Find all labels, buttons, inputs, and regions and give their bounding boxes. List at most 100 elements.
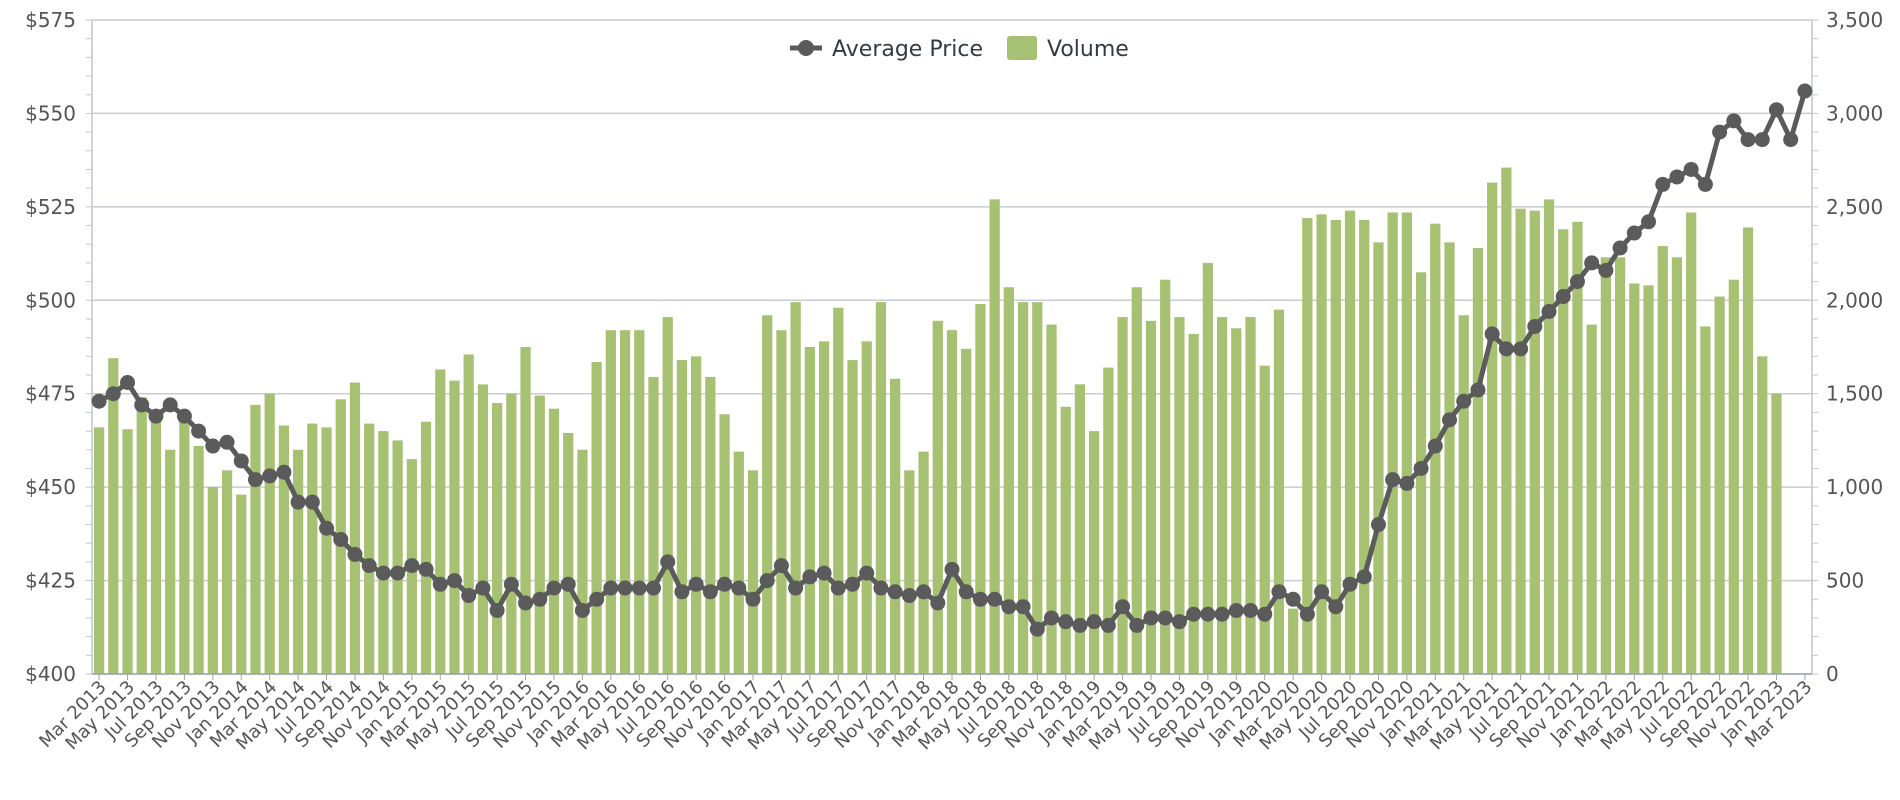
volume-bar[interactable]: [1572, 221, 1583, 674]
volume-bar[interactable]: [662, 317, 673, 674]
price-point[interactable]: [1356, 569, 1372, 585]
price-point[interactable]: [532, 591, 548, 607]
price-point[interactable]: [1498, 341, 1514, 357]
price-point[interactable]: [830, 580, 846, 596]
price-point[interactable]: [375, 565, 391, 581]
price-point[interactable]: [1271, 584, 1287, 600]
price-point[interactable]: [1385, 472, 1401, 488]
price-point[interactable]: [1413, 460, 1429, 476]
volume-bar[interactable]: [278, 425, 290, 674]
volume-bar[interactable]: [1046, 324, 1057, 674]
volume-bar[interactable]: [349, 382, 361, 675]
price-point[interactable]: [1015, 599, 1031, 615]
price-point[interactable]: [1697, 176, 1713, 192]
price-point[interactable]: [802, 569, 818, 585]
price-point[interactable]: [1214, 606, 1230, 622]
volume-bar[interactable]: [1458, 315, 1469, 674]
volume-bar[interactable]: [1671, 257, 1683, 674]
volume-bar[interactable]: [1771, 393, 1782, 674]
volume-bar[interactable]: [946, 330, 958, 674]
volume-bar[interactable]: [1444, 242, 1455, 675]
price-point[interactable]: [1257, 606, 1273, 622]
price-point[interactable]: [944, 561, 960, 577]
price-point[interactable]: [91, 393, 107, 409]
volume-bar[interactable]: [634, 330, 645, 674]
volume-bar[interactable]: [1316, 214, 1327, 674]
volume-bar[interactable]: [1686, 212, 1697, 674]
price-point[interactable]: [1783, 132, 1799, 148]
price-point[interactable]: [290, 494, 306, 510]
price-point[interactable]: [1442, 412, 1458, 428]
price-point[interactable]: [361, 558, 377, 574]
volume-bar[interactable]: [804, 347, 815, 674]
price-point[interactable]: [418, 561, 434, 577]
price-point[interactable]: [1513, 341, 1529, 357]
volume-bar[interactable]: [1757, 356, 1768, 674]
price-point[interactable]: [788, 580, 804, 596]
volume-bar[interactable]: [676, 360, 688, 674]
price-point[interactable]: [304, 494, 320, 510]
price-point[interactable]: [162, 397, 178, 413]
price-point[interactable]: [347, 546, 363, 562]
volume-bar[interactable]: [1373, 242, 1384, 675]
price-point[interactable]: [1285, 591, 1301, 607]
volume-bar[interactable]: [1600, 257, 1611, 674]
price-point[interactable]: [432, 576, 448, 592]
volume-bar[interactable]: [605, 330, 616, 674]
price-point[interactable]: [1328, 599, 1344, 615]
volume-bar[interactable]: [93, 427, 105, 674]
volume-bar[interactable]: [165, 449, 176, 674]
price-point[interactable]: [1712, 124, 1728, 140]
volume-bar[interactable]: [1202, 262, 1213, 674]
volume-bar[interactable]: [221, 470, 233, 674]
price-point[interactable]: [1100, 617, 1116, 633]
volume-bar[interactable]: [1387, 212, 1398, 674]
volume-bar[interactable]: [1742, 227, 1754, 674]
volume-bar[interactable]: [1302, 218, 1313, 674]
price-point[interactable]: [688, 576, 704, 592]
volume-bar[interactable]: [1629, 283, 1640, 674]
price-point[interactable]: [219, 434, 235, 450]
price-point[interactable]: [1314, 584, 1330, 600]
volume-bar[interactable]: [1359, 219, 1370, 674]
volume-bar[interactable]: [1060, 406, 1071, 674]
price-point[interactable]: [645, 580, 661, 596]
volume-bar[interactable]: [563, 432, 574, 674]
volume-bar[interactable]: [691, 356, 702, 674]
price-point[interactable]: [1086, 614, 1102, 630]
volume-bar[interactable]: [932, 320, 943, 674]
price-point[interactable]: [120, 375, 136, 390]
volume-bar[interactable]: [1501, 167, 1512, 674]
volume-bar[interactable]: [1657, 246, 1668, 674]
price-point[interactable]: [674, 584, 690, 600]
price-point[interactable]: [1228, 602, 1244, 618]
price-point[interactable]: [745, 591, 761, 607]
legend-item-average-price[interactable]: Average Price: [790, 37, 983, 62]
price-point[interactable]: [461, 588, 477, 604]
volume-bar[interactable]: [463, 354, 474, 674]
price-point[interactable]: [930, 595, 946, 611]
price-point[interactable]: [105, 386, 121, 402]
price-point[interactable]: [148, 408, 164, 424]
volume-bar[interactable]: [861, 341, 872, 674]
volume-bar[interactable]: [1700, 326, 1711, 674]
price-point[interactable]: [574, 602, 590, 618]
price-point[interactable]: [759, 573, 775, 589]
volume-bar[interactable]: [1103, 367, 1114, 674]
price-point[interactable]: [816, 565, 832, 581]
price-point[interactable]: [390, 565, 406, 581]
price-point[interactable]: [546, 580, 562, 596]
volume-bar[interactable]: [1003, 287, 1014, 674]
price-point[interactable]: [233, 453, 249, 469]
volume-bar[interactable]: [790, 302, 801, 674]
price-point[interactable]: [489, 602, 505, 618]
volume-bar[interactable]: [193, 446, 204, 674]
volume-bar[interactable]: [1614, 257, 1626, 674]
volume-bar[interactable]: [1259, 365, 1270, 674]
price-point[interactable]: [1186, 606, 1202, 622]
price-point[interactable]: [262, 468, 278, 484]
volume-bar[interactable]: [122, 429, 133, 674]
price-point[interactable]: [859, 565, 875, 581]
volume-bar[interactable]: [1487, 182, 1498, 674]
volume-bar[interactable]: [1032, 302, 1043, 674]
